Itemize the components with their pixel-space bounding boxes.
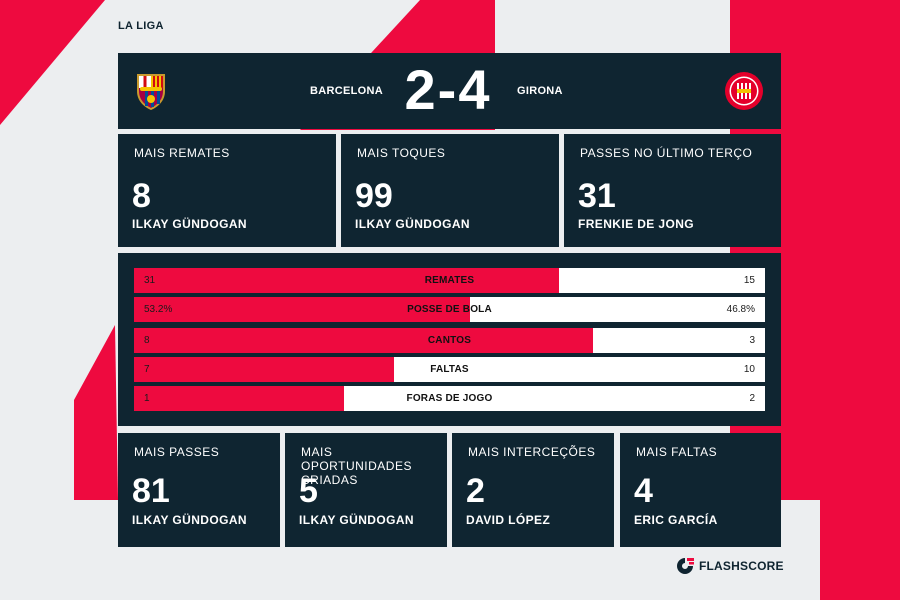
leader-card-title: MAIS INTERCEÇÕES — [468, 445, 596, 459]
leader-card-value: 31 — [578, 177, 616, 215]
stat-row-offsides: 1 FORAS DE JOGO 2 — [134, 386, 765, 411]
away-team-name: GIRONA — [517, 85, 563, 97]
leader-card-touches: MAIS TOQUES 99 ILKAY GÜNDOGAN — [341, 134, 559, 247]
leader-card-value: 5 — [299, 472, 318, 510]
leader-card-value: 99 — [355, 177, 393, 215]
stat-home-bar — [134, 357, 394, 382]
stat-row-possession: 53.2% POSSE DE BOLA 46.8% — [134, 297, 765, 322]
brand-name: FLASHSCORE — [699, 559, 784, 573]
leader-card-chances-created: MAIS OPORTUNIDADES CRIADAS 5 ILKAY GÜNDO… — [285, 433, 447, 547]
leader-card-final-third-passes: PASSES NO ÚLTIMO TERÇO 31 FRENKIE DE JON… — [564, 134, 781, 247]
stat-label: CANTOS — [427, 335, 472, 346]
stats-comparison-panel: 31 REMATES 15 53.2% POSSE DE BOLA 46.8% … — [118, 253, 781, 426]
match-score: 2-4 — [404, 58, 492, 121]
leader-card-player: ILKAY GÜNDOGAN — [355, 217, 470, 231]
league-name: LA LIGA — [118, 20, 164, 32]
leader-card-value: 4 — [634, 472, 653, 510]
leader-card-player: ILKAY GÜNDOGAN — [299, 513, 414, 527]
stat-home-value: 53.2% — [144, 304, 173, 315]
leader-card-value: 2 — [466, 472, 485, 510]
stat-away-value: 15 — [743, 275, 755, 286]
match-header: BARCELONA 2-4 GIRONA — [118, 53, 781, 129]
stat-away-value: 46.8% — [726, 304, 755, 315]
stat-away-value: 2 — [749, 393, 755, 404]
stat-row-corners: 8 CANTOS 3 — [134, 328, 765, 353]
stat-home-value: 8 — [144, 335, 150, 346]
leader-card-fouls: MAIS FALTAS 4 ERIC GARCÍA — [620, 433, 781, 547]
flashscore-brand: FLASHSCORE — [675, 555, 784, 577]
stat-home-bar — [134, 386, 345, 411]
girona-crest-icon — [725, 72, 763, 110]
leader-card-value: 8 — [132, 177, 151, 215]
stat-home-bar — [134, 328, 593, 353]
leader-card-player: ERIC GARCÍA — [634, 513, 718, 527]
leader-card-passes: MAIS PASSES 81 ILKAY GÜNDOGAN — [118, 433, 280, 547]
stat-home-value: 1 — [144, 393, 150, 404]
stat-row-shots: 31 REMATES 15 — [134, 268, 765, 293]
leader-card-value: 81 — [132, 472, 170, 510]
stat-home-bar — [134, 297, 470, 322]
flashscore-logo-icon — [677, 558, 694, 574]
leader-card-title: MAIS OPORTUNIDADES CRIADAS — [301, 445, 412, 487]
stat-label: REMATES — [424, 275, 475, 286]
stat-home-value: 7 — [144, 364, 150, 375]
stat-away-value: 3 — [749, 335, 755, 346]
leader-card-interceptions: MAIS INTERCEÇÕES 2 DAVID LÓPEZ — [452, 433, 614, 547]
leader-card-player: ILKAY GÜNDOGAN — [132, 217, 247, 231]
barcelona-crest-icon — [137, 74, 165, 110]
stat-label: FORAS DE JOGO — [406, 393, 493, 404]
leader-card-title: MAIS PASSES — [134, 445, 220, 459]
leader-card-shots: MAIS REMATES 8 ILKAY GÜNDOGAN — [118, 134, 336, 247]
stat-label: FALTAS — [430, 364, 469, 375]
leader-card-player: FRENKIE DE JONG — [578, 217, 695, 231]
leader-card-player: DAVID LÓPEZ — [466, 513, 551, 527]
stat-away-value: 10 — [743, 364, 755, 375]
home-team-name: BARCELONA — [310, 85, 383, 97]
stat-home-value: 31 — [144, 275, 156, 286]
stat-home-bar — [134, 268, 560, 293]
stat-row-fouls: 7 FALTAS 10 — [134, 357, 765, 382]
leader-card-title: MAIS REMATES — [134, 146, 230, 160]
leader-card-title: PASSES NO ÚLTIMO TERÇO — [580, 146, 753, 160]
stat-label: POSSE DE BOLA — [407, 304, 492, 315]
leader-card-title: MAIS FALTAS — [636, 445, 718, 459]
leader-card-title: MAIS TOQUES — [357, 146, 446, 160]
leader-card-player: ILKAY GÜNDOGAN — [132, 513, 247, 527]
